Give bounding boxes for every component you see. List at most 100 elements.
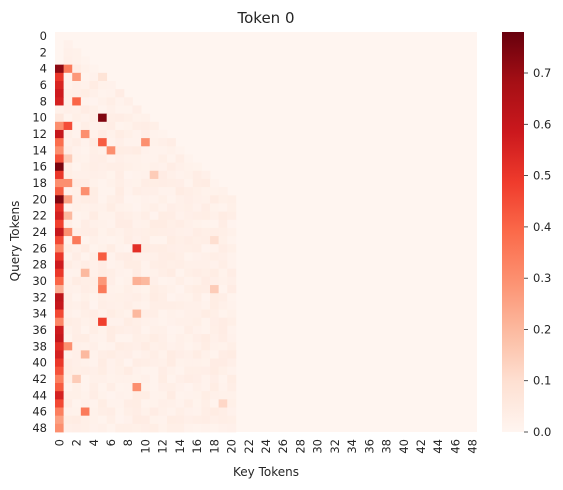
heatmap-cell [98,399,108,408]
colorbar [502,32,524,432]
heatmap-cell [201,423,211,433]
heatmap-cell [149,325,159,335]
heatmap-cell [80,154,90,164]
heatmap-cell [72,64,82,74]
heatmap-cell [55,358,65,368]
heatmap-cell [89,423,99,433]
x-tick-label: 16 [190,439,204,454]
heatmap-cell [123,415,133,425]
heatmap-cell [192,399,202,408]
heatmap-cell [123,113,133,123]
heatmap-cell [89,121,99,131]
heatmap-cell [158,211,168,221]
heatmap-cell [115,138,125,147]
heatmap-cell [166,276,176,286]
x-tick-label: 14 [173,439,187,454]
heatmap-cell [72,170,82,180]
heatmap-cell [166,317,176,327]
heatmap-cell [89,383,99,392]
heatmap-cell [80,350,90,359]
heatmap-cell [141,227,151,237]
heatmap-cell [55,89,65,98]
heatmap-cell [72,358,82,368]
heatmap-cell [192,195,202,204]
heatmap-cell [72,219,82,229]
heatmap-cell [201,317,211,327]
heatmap-cell [192,415,202,425]
x-tick-label: 32 [328,439,342,454]
heatmap-cell [210,260,220,270]
heatmap-cell [115,244,125,253]
heatmap-cell [141,178,151,188]
heatmap-cell [63,211,73,221]
heatmap-cell [158,178,168,188]
heatmap-cell [72,162,82,172]
heatmap-cell [141,391,151,400]
heatmap-cell [201,211,211,221]
heatmap-cell [89,415,99,425]
heatmap-cell [98,415,108,425]
heatmap-cell [98,325,108,335]
x-tick-label: 42 [414,439,428,454]
heatmap-cell [192,358,202,368]
heatmap-cell [123,178,133,188]
heatmap-cell [227,219,237,229]
heatmap-cell [63,276,73,286]
heatmap-cell [149,366,159,376]
heatmap-cell [55,260,65,270]
heatmap-cell [55,219,65,229]
heatmap-cell [89,350,99,359]
heatmap-cell [123,187,133,196]
x-tick-label: 12 [156,439,170,454]
heatmap-cell [227,276,237,286]
heatmap-cell [192,244,202,253]
x-tick-label: 8 [121,439,135,446]
heatmap-cell [55,399,65,408]
heatmap-cell [80,162,90,172]
heatmap-cell [98,162,108,172]
heatmap-cell [201,170,211,180]
heatmap-cell [184,309,194,319]
heatmap-cell [80,374,90,384]
heatmap-cell [72,399,82,408]
heatmap-cell [98,350,108,359]
heatmap-cell [72,366,82,376]
heatmap-cell [141,154,151,164]
heatmap-cell [55,227,65,237]
heatmap-cell [63,97,73,106]
heatmap-cell [201,276,211,286]
heatmap-cell [184,342,194,351]
heatmap-cell [192,236,202,245]
heatmap-cell [72,138,82,147]
heatmap-cell [132,162,142,172]
heatmap-cell [184,366,194,376]
heatmap-cell [89,285,99,294]
heatmap-cell [106,325,116,335]
heatmap-cell [141,260,151,270]
heatmap-cell [55,154,65,164]
heatmap-cell [158,374,168,384]
heatmap-cell [218,244,228,253]
heatmap-cell [55,211,65,221]
heatmap-cell [149,146,159,155]
heatmap-cell [166,244,176,253]
heatmap-cell [72,309,82,319]
heatmap-cell [89,154,99,164]
heatmap-cell [115,301,125,310]
heatmap-cell [89,211,99,221]
heatmap-cell [106,203,116,212]
heatmap-cell [123,383,133,392]
heatmap-cell [132,105,142,115]
y-axis-label: Query Tokens [8,201,22,282]
heatmap-cell [72,105,82,115]
heatmap-cell [72,317,82,327]
heatmap-cell [89,268,99,278]
heatmap-cell [132,342,142,351]
heatmap-cell [80,56,90,66]
heatmap-cell [63,334,73,343]
heatmap-cell [115,423,125,433]
heatmap-cell [72,268,82,278]
heatmap-cell [63,383,73,392]
heatmap-cell [175,374,185,384]
